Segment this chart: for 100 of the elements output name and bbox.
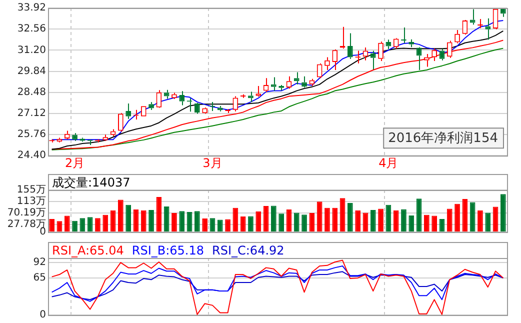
candlestick [386,39,392,50]
bar [462,198,468,232]
bar [179,211,185,232]
y-tick-label: 32.56 [17,24,46,35]
bar [408,215,414,232]
bar [439,218,445,232]
series-label: RSI_B:65.18 [132,244,204,258]
bar [64,216,70,232]
candlestick [348,32,353,60]
candlestick [332,48,338,71]
annotation: 2016年净利润154 [388,130,498,146]
bar [340,198,346,232]
bar [316,202,322,232]
candlestick [232,96,238,112]
bar [217,220,223,232]
bar [118,200,124,232]
bar [164,206,170,232]
bar [478,210,483,232]
bar [140,210,146,232]
y-tick-label: 24.40 [17,150,46,162]
bar [56,221,62,232]
bar [49,218,55,232]
bar [294,212,300,232]
bar [194,211,200,232]
bar [172,213,177,232]
bar [225,219,230,232]
candlestick [248,91,254,102]
x-tick-label: 3月 [202,156,222,170]
bar [148,210,154,232]
bar [386,204,392,232]
y-tick-label: 92 [33,257,46,268]
y-tick-label: 70.19万 [7,208,46,219]
bar [102,214,108,232]
candlestick [294,72,300,85]
y-tick-label: 33.92 [17,2,46,14]
bar [416,198,422,232]
bar [202,218,208,232]
bar [378,208,384,232]
y-tick-label: 155万 [16,184,46,196]
y-tick-label: 65 [33,272,46,284]
candlestick [194,104,200,114]
bar [446,208,452,232]
bar [72,220,78,232]
x-tick-label: 4月 [378,156,398,170]
series-label: RSI_A:65.04 [52,244,124,258]
y-tick-label: 113万 [16,196,46,207]
bar [256,211,262,232]
candlestick [416,48,422,71]
candlestick [271,76,276,92]
bar [302,214,307,232]
candlestick [102,134,108,140]
candlestick [217,105,223,112]
candlestick [309,78,315,86]
bar [401,209,406,232]
bar [156,197,162,232]
series-label: RSI_C:64.92 [212,244,284,258]
bar [278,214,284,232]
y-tick-label: 29.84 [17,66,46,77]
bar [210,218,216,232]
chart-title: 成交量:14037 [52,176,130,190]
bar [80,218,86,232]
y-tick-label: 25.76 [17,129,46,140]
candlestick [256,85,262,98]
bar [332,208,338,232]
bar [232,208,238,232]
bar [271,206,276,232]
candlestick [485,18,491,40]
y-tick-label: 0 [40,226,46,238]
y-tick-label: 27.12 [17,108,46,120]
bar [95,218,100,232]
candlestick [302,76,307,88]
candlestick [408,38,414,48]
bar [370,210,376,232]
x-tick-label: 2月 [64,156,85,170]
bar [355,210,361,232]
bar [393,210,399,232]
bar [248,216,254,232]
y-tick-label: 0 [40,310,46,321]
candlestick [156,90,162,108]
bar [500,194,506,232]
bar [470,202,476,232]
bar [240,216,246,232]
candlestick [148,102,154,110]
y-tick-label: 28.48 [17,86,46,98]
bar [87,217,93,232]
bar [424,214,430,232]
candlestick [462,20,468,36]
bar [309,213,315,232]
bar [324,208,330,232]
bar [348,203,353,232]
bar [485,212,491,232]
y-tick-label: 31.20 [17,44,46,56]
candlestick [164,89,170,100]
candlestick [72,132,78,142]
bar [126,204,132,232]
candlestick [424,54,430,68]
candlestick [370,50,376,70]
candlestick [378,41,384,62]
bar [432,216,438,232]
bar [454,204,460,232]
